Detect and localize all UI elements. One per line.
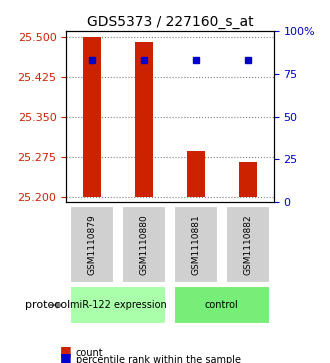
Text: GSM1110879: GSM1110879 — [87, 214, 97, 275]
Text: ■: ■ — [59, 351, 71, 363]
Text: control: control — [205, 300, 239, 310]
FancyBboxPatch shape — [70, 286, 166, 324]
Bar — [239, 162, 257, 197]
Text: miR-122 expression: miR-122 expression — [70, 300, 166, 310]
Title: GDS5373 / 227160_s_at: GDS5373 / 227160_s_at — [86, 15, 253, 29]
Text: ■: ■ — [59, 344, 71, 357]
FancyBboxPatch shape — [226, 206, 270, 283]
Bar — [83, 37, 101, 197]
FancyBboxPatch shape — [174, 206, 218, 283]
Bar — [135, 42, 153, 197]
FancyBboxPatch shape — [174, 286, 270, 324]
Text: GSM1110880: GSM1110880 — [140, 214, 148, 275]
Text: GSM1110881: GSM1110881 — [191, 214, 200, 275]
Text: count: count — [76, 348, 104, 358]
Bar — [187, 151, 205, 197]
Text: protocol: protocol — [25, 300, 70, 310]
Text: percentile rank within the sample: percentile rank within the sample — [76, 355, 241, 363]
FancyBboxPatch shape — [70, 206, 114, 283]
FancyBboxPatch shape — [122, 206, 166, 283]
Text: GSM1110882: GSM1110882 — [243, 214, 252, 274]
